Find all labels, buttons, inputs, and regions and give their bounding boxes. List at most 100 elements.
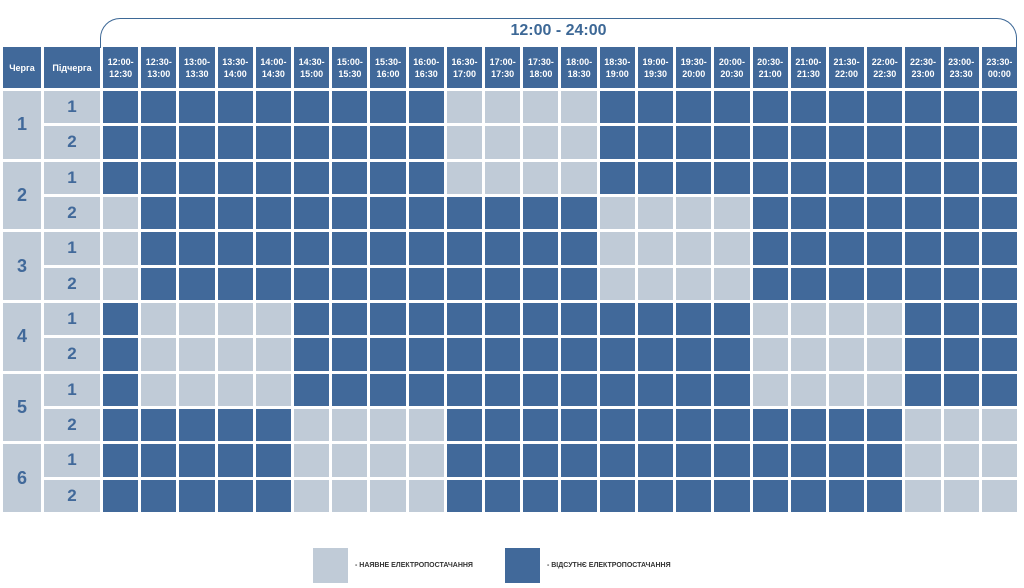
schedule-cell-absent bbox=[561, 232, 597, 265]
schedule-cell-absent bbox=[828, 91, 865, 124]
legend-item-absent: - ВІДСУТНЄ ЕЛЕКТРОПОСТАЧАННЯ bbox=[504, 548, 671, 583]
schedule-cell-available bbox=[179, 373, 215, 406]
schedule-cell-absent bbox=[485, 338, 521, 371]
subgroup-label: 2 bbox=[44, 126, 100, 159]
schedule-cell-absent bbox=[676, 161, 712, 194]
schedule-cell-absent bbox=[943, 196, 979, 230]
group-column-header: Черга bbox=[3, 47, 41, 88]
subgroup-label: 2 bbox=[44, 479, 100, 512]
outage-schedule-table: Черга Підчерга 12:00- 12:30 12:30- 13:00 1… bbox=[3, 47, 1017, 512]
schedule-cell-absent bbox=[828, 408, 865, 442]
schedule-cell-available bbox=[943, 444, 979, 477]
schedule-cell-absent bbox=[103, 91, 139, 124]
schedule-cell-absent bbox=[752, 444, 788, 477]
schedule-cell-absent bbox=[446, 408, 483, 442]
schedule-cell-absent bbox=[790, 196, 826, 230]
time-slot-header: 15:30- 16:00 bbox=[370, 47, 406, 88]
schedule-cell-absent bbox=[943, 338, 979, 371]
schedule-cell-absent bbox=[103, 161, 139, 194]
schedule-cell-absent bbox=[790, 232, 826, 265]
schedule-cell-absent bbox=[294, 373, 330, 406]
schedule-cell-absent bbox=[294, 161, 330, 194]
schedule-cell-available bbox=[141, 302, 177, 336]
group-label: 2 bbox=[3, 161, 41, 230]
schedule-cell-absent bbox=[599, 338, 635, 371]
schedule-cell-absent bbox=[141, 91, 177, 124]
schedule-cell-absent bbox=[981, 126, 1017, 159]
time-slot-header: 13:30- 14:00 bbox=[217, 47, 253, 88]
schedule-cell-available bbox=[446, 91, 483, 124]
schedule-cell-absent bbox=[446, 373, 483, 406]
schedule-cell-available bbox=[294, 479, 330, 512]
schedule-cell-absent bbox=[867, 161, 903, 194]
schedule-cell-absent bbox=[446, 444, 483, 477]
schedule-cell-absent bbox=[905, 196, 941, 230]
schedule-cell-absent bbox=[828, 232, 865, 265]
schedule-cell-available bbox=[561, 91, 597, 124]
schedule-cell-available bbox=[332, 479, 368, 512]
subgroup-label: 2 bbox=[44, 338, 100, 371]
schedule-cell-absent bbox=[981, 232, 1017, 265]
schedule-cell-absent bbox=[981, 91, 1017, 124]
schedule-cell-absent bbox=[790, 408, 826, 442]
schedule-cell-absent bbox=[294, 232, 330, 265]
schedule-cell-absent bbox=[485, 267, 521, 300]
schedule-cell-absent bbox=[676, 479, 712, 512]
schedule-cell-absent bbox=[867, 267, 903, 300]
schedule-cell-available bbox=[370, 444, 406, 477]
subgroup-label: 1 bbox=[44, 302, 100, 336]
schedule-cell-absent bbox=[294, 126, 330, 159]
schedule-cell-available bbox=[752, 373, 788, 406]
schedule-cell-available bbox=[141, 373, 177, 406]
schedule-cell-absent bbox=[981, 373, 1017, 406]
schedule-cell-absent bbox=[103, 479, 139, 512]
schedule-cell-available bbox=[905, 444, 941, 477]
schedule-cell-absent bbox=[217, 91, 253, 124]
schedule-cell-available bbox=[867, 338, 903, 371]
time-slot-header: 17:00- 17:30 bbox=[485, 47, 521, 88]
group-label: 5 bbox=[3, 373, 41, 442]
time-slot-header: 12:30- 13:00 bbox=[141, 47, 177, 88]
subgroup-column-header: Підчерга bbox=[44, 47, 100, 88]
schedule-cell-absent bbox=[408, 373, 444, 406]
subgroup-label: 1 bbox=[44, 444, 100, 477]
schedule-cell-absent bbox=[905, 126, 941, 159]
schedule-cell-absent bbox=[485, 302, 521, 336]
schedule-cell-absent bbox=[294, 338, 330, 371]
time-slot-header: 20:30- 21:00 bbox=[752, 47, 788, 88]
schedule-cell-absent bbox=[217, 444, 253, 477]
schedule-cell-absent bbox=[637, 302, 674, 336]
schedule-cell-absent bbox=[828, 267, 865, 300]
time-slot-header: 21:00- 21:30 bbox=[790, 47, 826, 88]
schedule-cell-available bbox=[790, 373, 826, 406]
schedule-cell-available bbox=[179, 338, 215, 371]
schedule-cell-absent bbox=[485, 408, 521, 442]
legend-label-available: - НАЯВНЕ ЕЛЕКТРОПОСТАЧАННЯ bbox=[355, 562, 473, 569]
schedule-cell-absent bbox=[217, 479, 253, 512]
schedule-cell-available bbox=[943, 408, 979, 442]
schedule-cell-absent bbox=[714, 161, 750, 194]
schedule-cell-absent bbox=[408, 126, 444, 159]
schedule-cell-available bbox=[714, 196, 750, 230]
time-slot-header: 15:00- 15:30 bbox=[332, 47, 368, 88]
schedule-cell-absent bbox=[141, 232, 177, 265]
schedule-cell-absent bbox=[790, 267, 826, 300]
schedule-cell-absent bbox=[217, 232, 253, 265]
schedule-cell-available bbox=[637, 232, 674, 265]
time-slot-header: 12:00- 12:30 bbox=[103, 47, 139, 88]
schedule-cell-absent bbox=[141, 196, 177, 230]
schedule-cell-absent bbox=[943, 267, 979, 300]
schedule-cell-absent bbox=[255, 196, 292, 230]
schedule-cell-absent bbox=[943, 302, 979, 336]
schedule-cell-available bbox=[332, 408, 368, 442]
schedule-cell-absent bbox=[370, 91, 406, 124]
schedule-cell-available bbox=[599, 267, 635, 300]
schedule-cell-absent bbox=[217, 267, 253, 300]
schedule-cell-absent bbox=[637, 373, 674, 406]
schedule-cell-available bbox=[867, 302, 903, 336]
schedule-cell-absent bbox=[981, 338, 1017, 371]
schedule-cell-available bbox=[294, 408, 330, 442]
schedule-cell-absent bbox=[752, 267, 788, 300]
schedule-cell-absent bbox=[561, 267, 597, 300]
schedule-cell-absent bbox=[905, 232, 941, 265]
